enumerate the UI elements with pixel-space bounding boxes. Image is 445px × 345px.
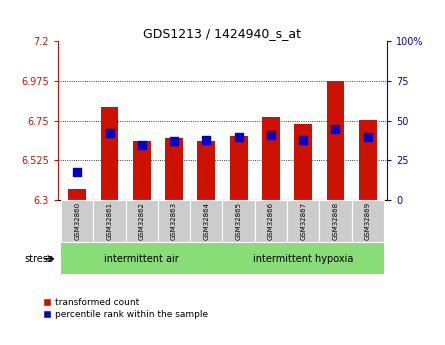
Bar bbox=[125, 200, 158, 242]
Bar bbox=[222, 200, 255, 242]
Bar bbox=[352, 200, 384, 242]
Point bbox=[332, 126, 339, 131]
Point bbox=[106, 131, 113, 136]
Text: GSM32861: GSM32861 bbox=[106, 202, 113, 240]
Text: GSM32869: GSM32869 bbox=[365, 202, 371, 240]
Bar bbox=[222, 243, 384, 274]
Point bbox=[138, 142, 146, 147]
Bar bbox=[294, 124, 312, 200]
Point bbox=[203, 137, 210, 142]
Bar bbox=[69, 189, 86, 200]
Bar bbox=[61, 200, 93, 242]
Text: GSM32867: GSM32867 bbox=[300, 202, 306, 240]
Bar bbox=[255, 200, 287, 242]
Bar bbox=[93, 200, 125, 242]
Text: stress: stress bbox=[24, 254, 53, 264]
Title: GDS1213 / 1424940_s_at: GDS1213 / 1424940_s_at bbox=[143, 27, 302, 40]
Text: intermittent hypoxia: intermittent hypoxia bbox=[253, 254, 353, 264]
Point bbox=[364, 134, 371, 139]
Text: intermittent air: intermittent air bbox=[105, 254, 179, 264]
Bar bbox=[230, 136, 247, 200]
Bar bbox=[165, 138, 183, 200]
Text: GSM32863: GSM32863 bbox=[171, 202, 177, 240]
Text: GSM32866: GSM32866 bbox=[268, 202, 274, 240]
Bar bbox=[327, 81, 344, 200]
Point bbox=[299, 137, 307, 142]
Text: GSM32860: GSM32860 bbox=[74, 202, 80, 240]
Bar bbox=[133, 141, 151, 200]
Bar bbox=[287, 200, 320, 242]
Legend: transformed count, percentile rank within the sample: transformed count, percentile rank withi… bbox=[40, 295, 211, 323]
Bar bbox=[359, 120, 376, 200]
Text: GSM32868: GSM32868 bbox=[332, 202, 339, 240]
Text: GSM32865: GSM32865 bbox=[236, 202, 242, 240]
Point bbox=[170, 139, 178, 144]
Bar bbox=[320, 200, 352, 242]
Bar bbox=[190, 200, 222, 242]
Bar bbox=[262, 117, 280, 200]
Bar bbox=[198, 141, 215, 200]
Point bbox=[267, 132, 275, 138]
Point bbox=[235, 134, 242, 139]
Bar bbox=[61, 243, 222, 274]
Text: GSM32864: GSM32864 bbox=[203, 202, 209, 240]
Text: GSM32862: GSM32862 bbox=[139, 202, 145, 240]
Bar bbox=[101, 107, 118, 200]
Point bbox=[74, 169, 81, 174]
Bar bbox=[158, 200, 190, 242]
